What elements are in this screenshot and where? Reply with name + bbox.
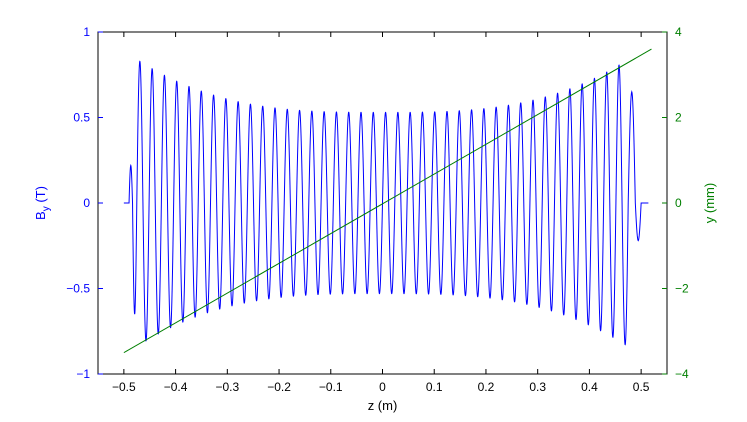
right-tick-label: 2: [675, 111, 682, 125]
right-tick-label: −4: [675, 367, 689, 381]
right-axis-ticks: −4 −2 0 2 4: [662, 25, 689, 381]
right-tick-label: −2: [675, 282, 689, 296]
x-tick-label: −0.3: [215, 380, 239, 394]
x-tick-label: −0.4: [164, 380, 188, 394]
x-tick-label: 0.4: [581, 380, 598, 394]
x-axis-label: z (m): [368, 398, 398, 413]
x-axis-ticks: −0.5 −0.4 −0.3 −0.2 −0.1 0 0.1 0.2 0.3 0.4 0.5: [112, 32, 650, 394]
right-y-axis-label: y (mm): [702, 183, 717, 223]
left-y-axis-label-sub: y: [41, 206, 52, 211]
x-tick-label: 0.2: [478, 380, 495, 394]
left-tick-label: −0.5: [66, 282, 90, 296]
left-tick-label: 1: [83, 25, 90, 39]
plot-layer: [123, 48, 652, 354]
x-tick-label: 0.3: [529, 380, 546, 394]
left-tick-label: 0: [83, 196, 90, 210]
left-tick-label: 0.5: [73, 111, 90, 125]
x-tick-label: −0.5: [112, 380, 136, 394]
x-tick-label: 0: [379, 380, 386, 394]
left-y-axis-label-main: B: [33, 211, 48, 220]
x-tick-label: 0.1: [426, 380, 443, 394]
series-by-field: [123, 60, 649, 346]
left-tick-label: −1: [76, 367, 90, 381]
left-axis-ticks: −1 −0.5 0 0.5 1: [66, 25, 103, 381]
left-y-axis-label: By (T): [33, 186, 52, 220]
series-y-trajectory: [123, 48, 652, 354]
right-tick-label: 0: [675, 196, 682, 210]
left-y-axis-label-unit: (T): [33, 186, 48, 206]
right-tick-label: 4: [675, 25, 682, 39]
x-tick-label: −0.2: [267, 380, 291, 394]
x-tick-label: 0.5: [633, 380, 650, 394]
x-tick-label: −0.1: [319, 380, 343, 394]
